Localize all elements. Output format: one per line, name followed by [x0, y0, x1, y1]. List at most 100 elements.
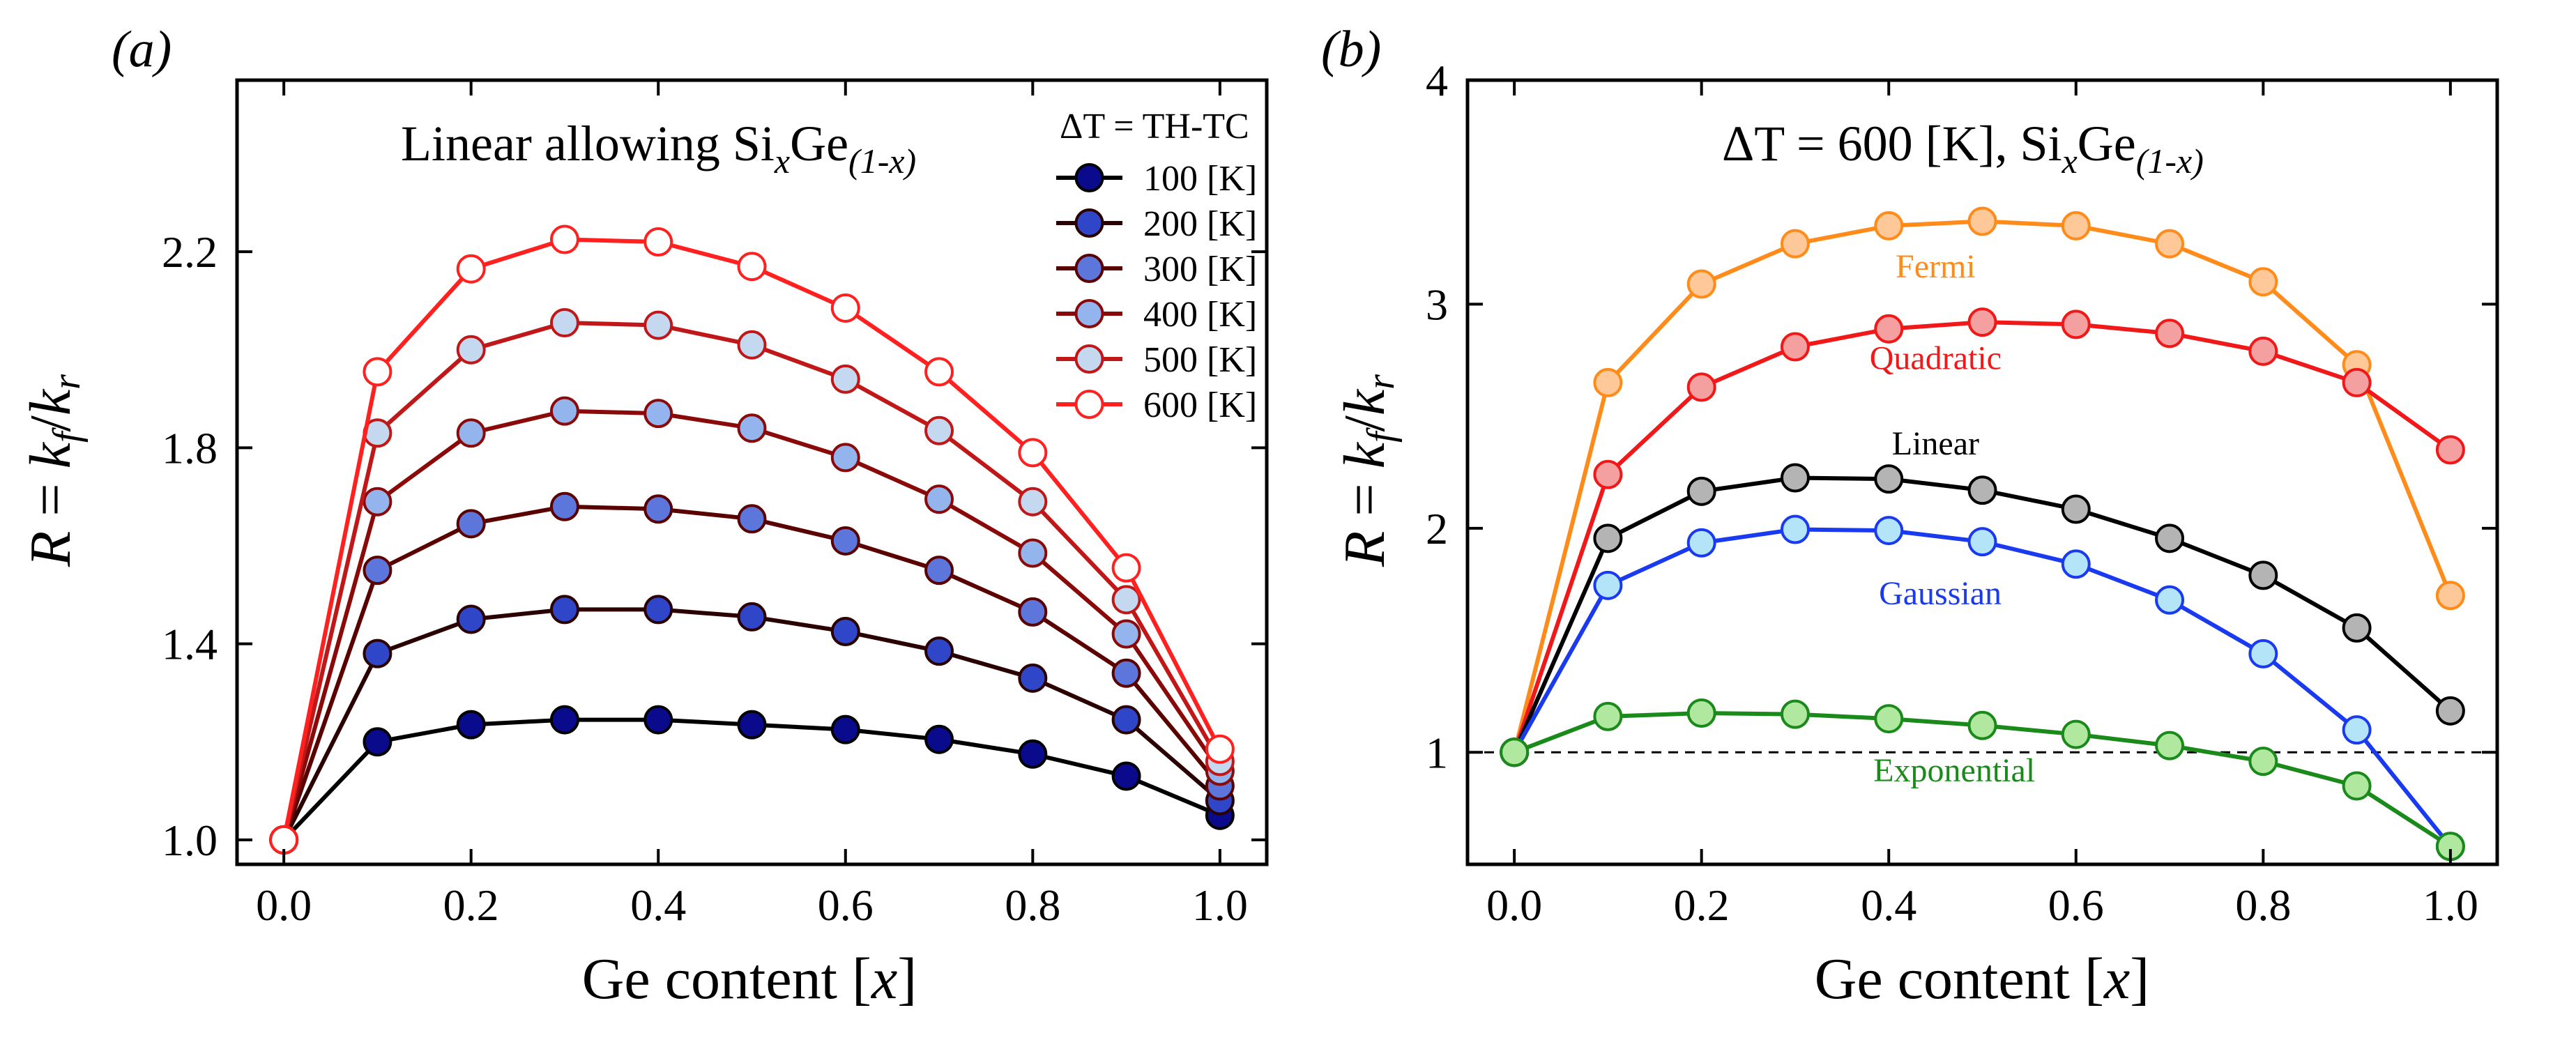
data-point-100-k [643, 705, 673, 735]
data-point-fermi [2248, 267, 2278, 297]
legend-item-100-k: 100 [K] [1056, 159, 1257, 199]
data-point-exponential [2061, 719, 2091, 749]
legend-item-600-k: 600 [K] [1056, 385, 1257, 425]
panel-a-frame [235, 78, 1269, 866]
x-tick-label: 0.8 [2235, 880, 2291, 930]
data-point-600-k [643, 227, 673, 257]
panel-a-legend-title: ΔT = TH-TC [1060, 107, 1249, 146]
data-point-quadratic [1967, 307, 1997, 337]
data-point-linear [1686, 476, 1716, 506]
panel-a-axes: 0.0 0.2 0.4 0.6 0.8 1.0 1.0 1.4 1.8 2.2 [162, 80, 1267, 930]
series-100-k [269, 705, 1235, 855]
legend-marker [1074, 254, 1104, 283]
series-line-300-k [282, 504, 1222, 841]
data-point-quadratic [2155, 319, 2185, 349]
data-point-600-k [363, 357, 393, 387]
data-point-linear [2061, 494, 2091, 524]
panel-a-series [269, 224, 1235, 855]
data-point-quadratic [2248, 336, 2278, 366]
series-600-k [269, 224, 1235, 855]
data-point-linear [1593, 523, 1623, 553]
data-point-600-k [456, 254, 486, 284]
series-label-linear: Linear [1892, 425, 1979, 462]
data-point-400-k [363, 487, 393, 517]
data-point-300-k [549, 491, 579, 521]
data-point-linear [1874, 464, 1904, 494]
panel-a-y-axis-title: R = kf/kr [18, 374, 89, 567]
data-point-500-k [643, 310, 673, 340]
data-point-300-k [456, 509, 486, 539]
panel-b-title: ΔT = 600 [K], SixGe(1-x) [1722, 116, 2204, 181]
series-400-k [269, 396, 1235, 855]
x-tick-label: 0.6 [2048, 880, 2104, 930]
data-point-300-k [643, 494, 673, 524]
legend-item-300-k: 300 [K] [1056, 250, 1257, 289]
data-point-300-k [830, 526, 860, 556]
panel-a-label: (a) [112, 21, 172, 78]
data-point-200-k [1018, 663, 1048, 693]
legend-marker [1074, 208, 1104, 238]
data-point-400-k [830, 443, 860, 473]
data-point-linear [1967, 475, 1997, 505]
data-point-300-k [1018, 597, 1048, 627]
legend-item-400-k: 400 [K] [1056, 295, 1257, 335]
legend-marker [1074, 299, 1104, 328]
series-exponential [1500, 698, 2465, 862]
x-tick-label: 0.4 [1861, 880, 1916, 930]
data-point-exponential [1967, 710, 1997, 740]
data-point-fermi [2061, 211, 2091, 240]
panel-b-x-axis-title: Ge content [x] [1815, 947, 2149, 1011]
data-point-100-k [924, 724, 954, 754]
series-label-exponential: Exponential [1873, 752, 2035, 789]
data-point-300-k [363, 556, 393, 586]
legend-label: 100 [K] [1143, 159, 1257, 199]
legend-marker [1074, 344, 1104, 374]
data-point-200-k [456, 604, 486, 634]
data-point-400-k [737, 413, 767, 443]
y-tick-label: 3 [1426, 280, 1448, 329]
data-point-200-k [737, 602, 767, 632]
data-point-fermi [1874, 211, 1904, 240]
data-point-600-k [830, 293, 860, 323]
panel-b-series [1500, 206, 2465, 862]
legend-label: 200 [K] [1143, 204, 1257, 244]
x-tick-label: 0.2 [443, 880, 499, 930]
data-point-500-k [830, 364, 860, 394]
series-label-fermi: Fermi [1896, 248, 1976, 285]
x-tick-label: 0.2 [1674, 880, 1730, 930]
data-point-200-k [1111, 705, 1141, 735]
legend-label: 500 [K] [1143, 340, 1257, 380]
data-point-gaussian [2342, 715, 2372, 745]
data-point-exponential [2248, 747, 2278, 777]
y-tick-label: 2 [1426, 504, 1448, 553]
data-point-exponential [2155, 731, 2185, 760]
y-tick-label: 1.0 [162, 816, 218, 865]
data-point-500-k [549, 308, 579, 338]
legend-label: 300 [K] [1143, 250, 1257, 289]
data-point-500-k [456, 335, 486, 365]
data-point-quadratic [2061, 309, 2091, 339]
data-point-100-k [456, 710, 486, 740]
data-point-600-k [924, 357, 954, 387]
data-point-200-k [643, 595, 673, 625]
data-point-600-k [1111, 553, 1141, 583]
data-point-100-k [737, 710, 767, 740]
panel-a-title: Linear allowing SixGe(1-x) [401, 116, 916, 181]
data-point-exponential [2342, 771, 2372, 801]
data-point-fermi [1967, 206, 1997, 236]
data-point-linear [2342, 613, 2372, 643]
panel-b-axes: 0.0 0.2 0.4 0.6 0.8 1.0 1 2 3 4 [1426, 56, 2497, 930]
data-point-400-k [643, 399, 673, 429]
data-point-exponential [1593, 701, 1623, 731]
data-point-300-k [1111, 658, 1141, 688]
x-tick-label: 1.0 [1192, 880, 1248, 930]
data-point-200-k [549, 595, 579, 625]
panel-b-y-axis-title: R = kf/kr [1332, 374, 1403, 567]
data-point-200-k [363, 638, 393, 668]
data-point-400-k [549, 396, 579, 426]
y-tick-label: 1.8 [162, 423, 218, 473]
data-point-fermi [2155, 229, 2185, 259]
data-point-linear [2435, 696, 2465, 726]
